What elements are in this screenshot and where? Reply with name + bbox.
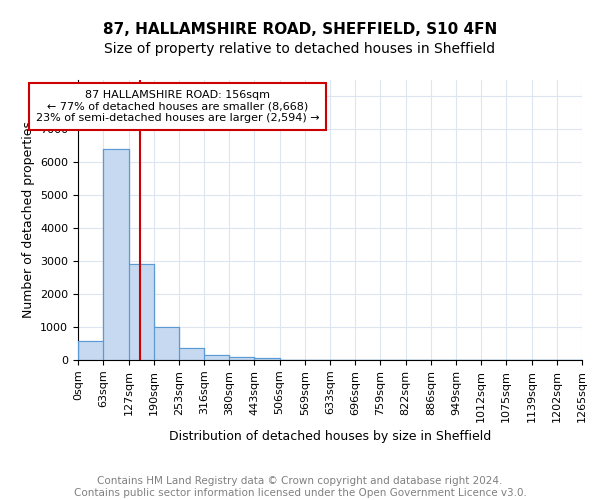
- X-axis label: Distribution of detached houses by size in Sheffield: Distribution of detached houses by size …: [169, 430, 491, 443]
- Y-axis label: Number of detached properties: Number of detached properties: [22, 122, 35, 318]
- Text: Size of property relative to detached houses in Sheffield: Size of property relative to detached ho…: [104, 42, 496, 56]
- Text: Contains HM Land Registry data © Crown copyright and database right 2024.
Contai: Contains HM Land Registry data © Crown c…: [74, 476, 526, 498]
- Text: 87 HALLAMSHIRE ROAD: 156sqm
← 77% of detached houses are smaller (8,668)
23% of : 87 HALLAMSHIRE ROAD: 156sqm ← 77% of det…: [36, 90, 319, 123]
- Text: 87, HALLAMSHIRE ROAD, SHEFFIELD, S10 4FN: 87, HALLAMSHIRE ROAD, SHEFFIELD, S10 4FN: [103, 22, 497, 38]
